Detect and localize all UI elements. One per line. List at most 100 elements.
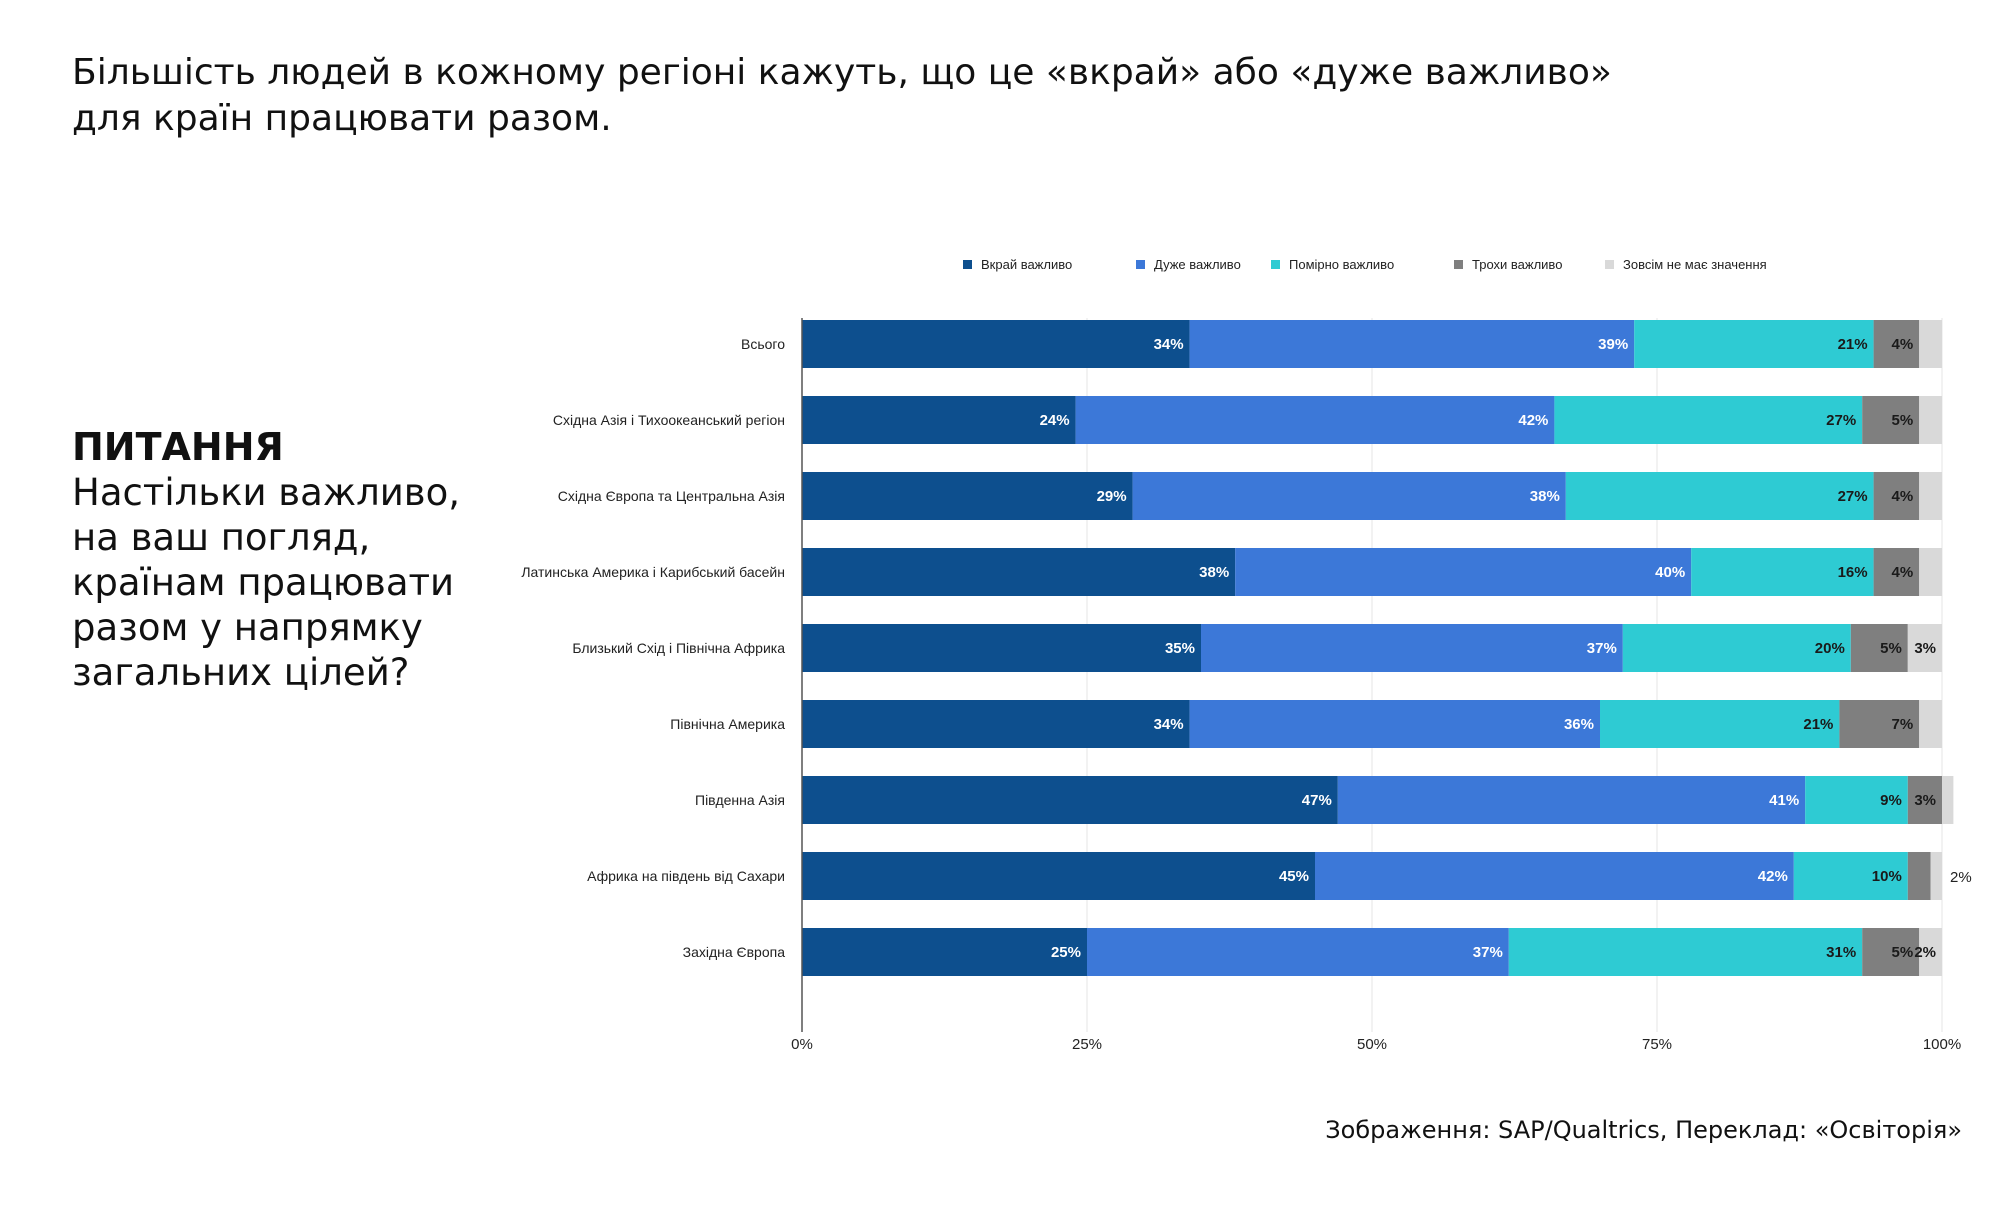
data-label-2-3: 4% (1892, 488, 1914, 505)
bar-3-1 (1235, 548, 1692, 596)
x-tick-label-4: 100% (1923, 1036, 1961, 1053)
bar-6-0 (802, 776, 1338, 824)
bar-7-4 (1930, 852, 1942, 900)
bar-6-4 (1942, 776, 1954, 824)
x-tick-label-3: 75% (1642, 1036, 1672, 1053)
x-tick-label-1: 25% (1072, 1036, 1102, 1053)
bar-0-3 (1873, 320, 1920, 368)
data-label-0-3: 4% (1892, 336, 1914, 353)
data-label-8-4: 2% (1914, 944, 1936, 961)
bar-8-2 (1508, 928, 1863, 976)
data-label-3-2: 16% (1838, 564, 1868, 581)
bar-3-4 (1919, 548, 1942, 596)
source-credit: Зображення: SAP/Qualtrics, Переклад: «Ос… (1325, 1116, 1962, 1144)
data-label-6-1: 41% (1769, 792, 1799, 809)
data-label-1-2: 27% (1826, 412, 1856, 429)
question-line-3: країнам працювати (72, 561, 455, 604)
bar-8-1 (1087, 928, 1509, 976)
data-label-1-3: 5% (1892, 412, 1914, 429)
data-label-2-1: 38% (1530, 488, 1560, 505)
bar-2-4 (1919, 472, 1942, 520)
legend-swatch-1 (1136, 260, 1145, 269)
data-label-6-2: 9% (1880, 792, 1902, 809)
bar-4-0 (802, 624, 1201, 672)
legend-label-3: Трохи важливо (1472, 257, 1562, 272)
data-label-1-0: 24% (1040, 412, 1070, 429)
bar-3-0 (802, 548, 1236, 596)
bar-5-0 (802, 700, 1190, 748)
bar-1-0 (802, 396, 1076, 444)
headline-line-1: Більшість людей в кожному регіоні кажуть… (72, 52, 1612, 93)
bar-7-2 (1793, 852, 1908, 900)
category-label-3: Латинська Америка і Карибський басейн (521, 564, 785, 580)
data-label-6-3: 3% (1914, 792, 1936, 809)
category-label-4: Близький Схід і Північна Африка (572, 640, 785, 656)
bar-6-3 (1907, 776, 1942, 824)
data-label-1-1: 42% (1518, 412, 1548, 429)
data-label-8-2: 31% (1826, 944, 1856, 961)
bar-1-4 (1919, 396, 1942, 444)
question-label: ПИТАННЯ (72, 425, 284, 469)
bar-7-3 (1907, 852, 1931, 900)
legend-label-1: Дуже важливо (1154, 257, 1241, 272)
data-label-3-0: 38% (1199, 564, 1229, 581)
bar-5-4 (1919, 700, 1942, 748)
legend-swatch-3 (1454, 260, 1463, 269)
bar-3-2 (1691, 548, 1874, 596)
bar-6-1 (1337, 776, 1806, 824)
data-label-0-0: 34% (1154, 336, 1184, 353)
data-label-5-3: 7% (1892, 716, 1914, 733)
x-tick-label-2: 50% (1357, 1036, 1387, 1053)
data-label-7-2: 10% (1872, 868, 1902, 885)
category-label-1: Східна Азія і Тихоокеанський регіон (553, 412, 785, 428)
bar-4-3 (1850, 624, 1908, 672)
bar-7-1 (1315, 852, 1794, 900)
legend-label-0: Вкрай важливо (981, 257, 1072, 272)
data-label-8-3: 5% (1892, 944, 1914, 961)
data-label-7-1: 42% (1758, 868, 1788, 885)
x-tick-label-0: 0% (791, 1036, 813, 1053)
bar-8-0 (802, 928, 1087, 976)
data-label-4-1: 37% (1587, 640, 1617, 657)
headline-line-2: для країн працювати разом. (72, 98, 612, 139)
category-label-8: Західна Європа (683, 944, 786, 960)
bar-6-2 (1805, 776, 1908, 824)
bar-2-3 (1873, 472, 1920, 520)
data-label-4-3: 5% (1880, 640, 1902, 657)
bar-3-3 (1873, 548, 1920, 596)
bar-5-1 (1189, 700, 1600, 748)
category-label-6: Південна Азія (695, 792, 785, 808)
data-label-2-2: 27% (1838, 488, 1868, 505)
question-line-5: загальних цілей? (72, 651, 410, 694)
data-label-8-0: 25% (1051, 944, 1081, 961)
annotation-0: 2% (1950, 869, 1972, 886)
data-label-0-1: 39% (1598, 336, 1628, 353)
data-label-3-1: 40% (1655, 564, 1685, 581)
bar-2-1 (1132, 472, 1566, 520)
legend-label-4: Зовсім не має значення (1623, 257, 1767, 272)
data-label-7-0: 45% (1279, 868, 1309, 885)
question-line-4: разом у напрямку (72, 606, 423, 649)
bar-7-0 (802, 852, 1315, 900)
category-label-2: Східна Європа та Центральна Азія (558, 488, 785, 504)
category-label-7: Африка на південь від Сахари (587, 868, 785, 884)
data-label-3-3: 4% (1892, 564, 1914, 581)
data-label-5-0: 34% (1154, 716, 1184, 733)
bar-4-4 (1907, 624, 1942, 672)
data-label-8-1: 37% (1473, 944, 1503, 961)
bar-0-0 (802, 320, 1190, 368)
bar-2-0 (802, 472, 1133, 520)
legend-swatch-4 (1605, 260, 1614, 269)
bar-8-3 (1862, 928, 1920, 976)
data-label-5-1: 36% (1564, 716, 1594, 733)
bar-0-4 (1919, 320, 1942, 368)
question-line-2: на ваш погляд, (72, 516, 371, 559)
bar-1-2 (1554, 396, 1863, 444)
bar-5-2 (1600, 700, 1840, 748)
data-label-6-0: 47% (1302, 792, 1332, 809)
bar-0-1 (1189, 320, 1635, 368)
bar-8-4 (1919, 928, 1942, 976)
bar-0-2 (1634, 320, 1874, 368)
data-label-4-2: 20% (1815, 640, 1845, 657)
